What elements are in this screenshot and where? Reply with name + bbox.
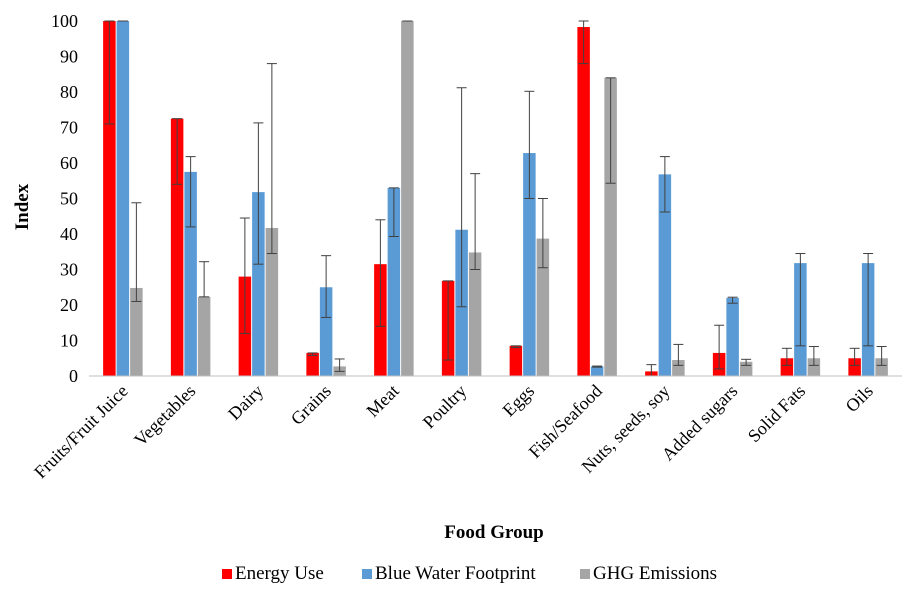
y-axis-title: Index [12, 183, 33, 230]
bar-ghg-emissions [468, 252, 482, 376]
error-bar-blue-water-footprint [388, 187, 399, 237]
bar-energy-use [848, 358, 861, 376]
error-bar-energy-use [104, 20, 115, 125]
y-tick-label: 10 [60, 331, 78, 351]
x-tick-label: Grains [287, 381, 335, 429]
y-tick-label: 60 [60, 153, 78, 173]
error-bar-energy-use [307, 352, 318, 356]
error-bar-energy-use [714, 324, 725, 370]
bar-ghg-emissions [536, 238, 550, 376]
error-bar-ghg-emissions [199, 261, 210, 298]
bar-blue-water-footprint [726, 297, 739, 376]
y-axis-ticks: 0 10 20 30 40 50 60 70 80 90 100 [51, 11, 78, 386]
bar-blue-water-footprint [252, 192, 265, 376]
error-bar-ghg-emissions [605, 77, 616, 184]
error-bar-blue-water-footprint [592, 365, 603, 368]
error-bar-ghg-emissions [470, 173, 481, 270]
bar-energy-use [780, 358, 794, 376]
error-bar-energy-use [172, 118, 183, 185]
y-tick-label: 80 [60, 82, 78, 102]
error-bar-blue-water-footprint [456, 87, 467, 308]
error-bar-ghg-emissions [537, 198, 548, 269]
error-bar-energy-use [443, 280, 454, 361]
legend-label-energy-use: Energy Use [235, 563, 324, 584]
error-bar-blue-water-footprint [524, 90, 535, 199]
error-bar-ghg-emissions [334, 358, 345, 372]
error-bar-blue-water-footprint [253, 122, 264, 265]
x-tick-label: Oils [842, 381, 877, 416]
y-tick-label: 50 [60, 189, 78, 209]
bar-ghg-emissions [130, 287, 143, 376]
bars [103, 21, 888, 377]
error-bars [104, 20, 887, 377]
error-bar-ghg-emissions [131, 202, 142, 302]
legend-label-ghg-emissions: GHG Emissions [593, 563, 717, 584]
y-tick-label: 30 [60, 260, 78, 280]
legend: Energy Use Blue Water Footprint GHG Emissi… [222, 563, 717, 584]
bar-ghg-emissions [807, 358, 821, 376]
x-tick-label: Eggs [499, 381, 539, 421]
error-bar-ghg-emissions [876, 346, 887, 366]
bar-ghg-emissions [604, 77, 617, 377]
bar-ghg-emissions [401, 21, 414, 376]
bar-ghg-emissions [672, 360, 685, 376]
error-bar-energy-use [781, 347, 792, 366]
bar-blue-water-footprint [387, 187, 401, 376]
error-bar-energy-use [239, 217, 250, 334]
bar-ghg-emissions [197, 296, 211, 376]
bar-blue-water-footprint [184, 171, 197, 376]
x-tick-label: Solid Fats [744, 381, 809, 446]
error-bar-ghg-emissions [673, 343, 684, 366]
bar-ghg-emissions [875, 358, 888, 376]
error-bar-ghg-emissions [741, 358, 752, 366]
bar-energy-use [170, 118, 184, 376]
error-bar-blue-water-footprint [659, 156, 670, 213]
bar-energy-use [509, 345, 523, 376]
x-tick-label: Vegetables [130, 381, 199, 450]
bar-blue-water-footprint [116, 21, 130, 376]
error-bar-energy-use [510, 345, 521, 349]
error-bar-ghg-emissions [266, 63, 277, 255]
bar-blue-water-footprint [590, 366, 604, 376]
x-tick-label: Poultry [419, 381, 471, 433]
y-tick-label: 0 [69, 366, 78, 386]
x-axis-title: Food Group [444, 522, 543, 543]
x-tick-label: Meat [362, 381, 402, 421]
bar-energy-use [103, 21, 116, 376]
y-tick-label: 40 [60, 224, 78, 244]
error-bar-blue-water-footprint [321, 255, 332, 318]
bar-blue-water-footprint [658, 174, 672, 376]
legend-label-blue-water-footprint: Blue Water Footprint [375, 563, 536, 584]
x-tick-label: Fruits/Fruit Juice [30, 381, 131, 482]
bar-ghg-emissions [265, 227, 279, 376]
legend-swatch-ghg-emissions [580, 569, 590, 579]
bar-blue-water-footprint [319, 287, 333, 376]
legend-swatch-blue-water-footprint [362, 569, 372, 579]
error-bar-energy-use [849, 347, 860, 366]
bar-energy-use [306, 352, 319, 376]
error-bar-blue-water-footprint [795, 253, 806, 347]
y-tick-label: 20 [60, 295, 78, 315]
error-bar-energy-use [375, 219, 386, 327]
error-bar-blue-water-footprint [185, 156, 196, 228]
error-bar-blue-water-footprint [727, 296, 738, 304]
y-tick-label: 100 [51, 11, 78, 31]
bar-energy-use [577, 27, 590, 376]
error-bar-ghg-emissions [808, 346, 819, 366]
y-tick-label: 70 [60, 118, 78, 138]
x-tick-label: Dairy [224, 381, 267, 424]
error-bar-energy-use [578, 20, 589, 65]
bar-blue-water-footprint [523, 153, 536, 376]
error-bar-blue-water-footprint [863, 253, 874, 347]
legend-swatch-energy-use [222, 569, 232, 579]
y-tick-label: 90 [60, 47, 78, 67]
